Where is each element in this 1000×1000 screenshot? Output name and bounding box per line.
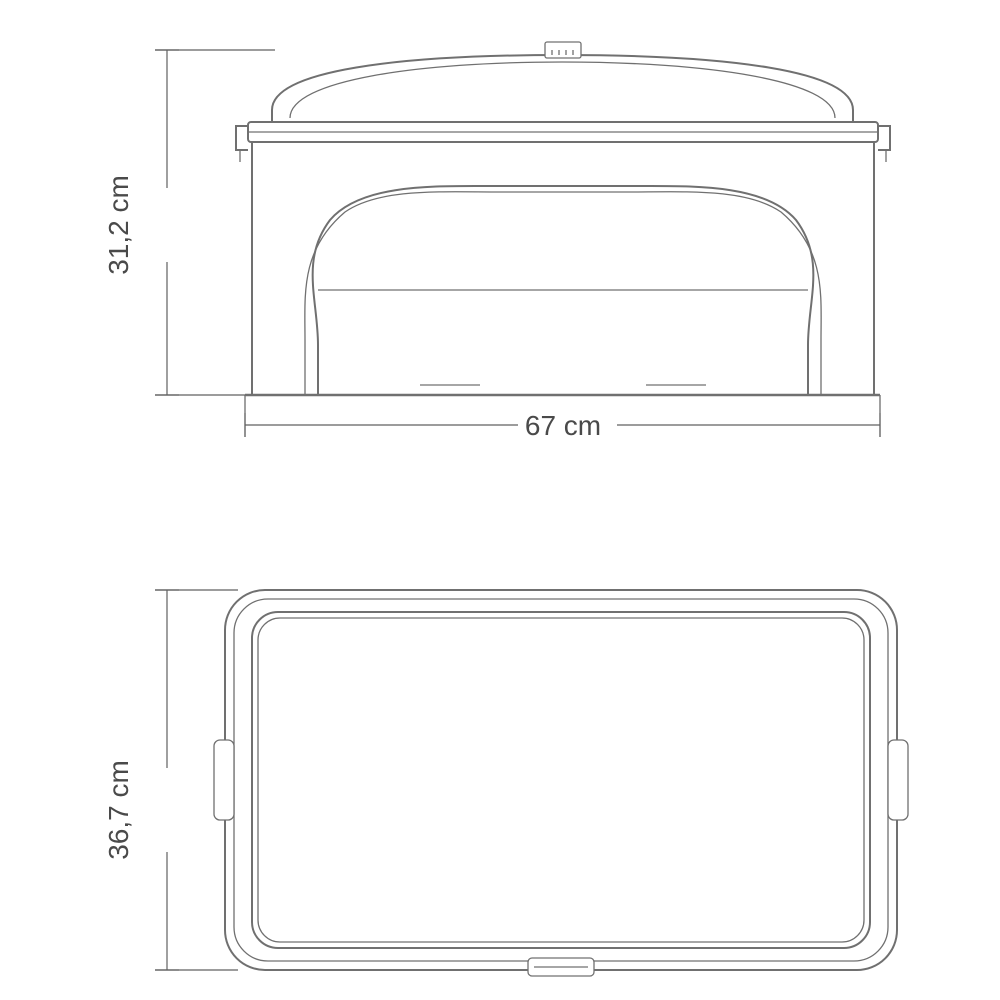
handle-right [888,740,908,820]
handle-left [214,740,234,820]
top-rail [248,122,878,142]
dim-height: 31,2 cm [103,50,179,395]
dim-width-label: 67 cm [525,410,601,441]
technical-drawing: 31,2 cm 67 cm [0,0,1000,1000]
dim-depth: 36,7 cm [103,590,179,970]
dim-height-label: 31,2 cm [103,175,134,275]
dim-width: 67 cm [245,395,880,441]
lid-handle [545,42,581,58]
stand [245,142,880,395]
tray-inner [252,612,870,948]
dim-depth-label: 36,7 cm [103,760,134,860]
front-view: 31,2 cm 67 cm [103,42,890,441]
lid [272,42,853,122]
latch-bottom [528,958,594,976]
top-view: 36,7 cm [103,590,908,976]
